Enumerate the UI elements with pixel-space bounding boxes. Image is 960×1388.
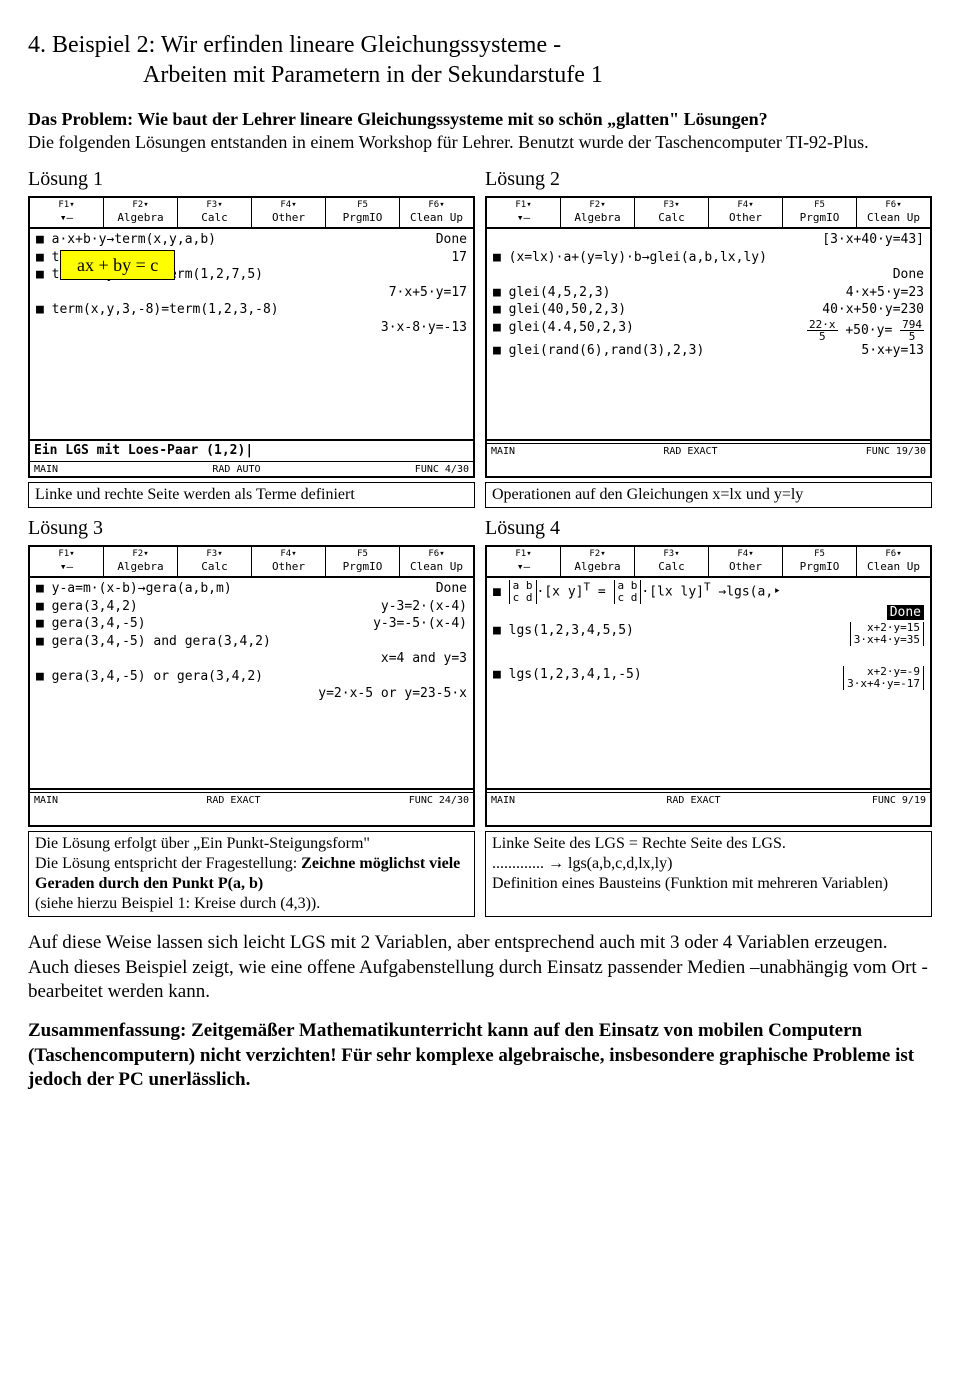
calc-line: y=2·x-5 or y=23-5·x xyxy=(36,685,467,703)
caption-2: Operationen auf den Gleichungen x=lx und… xyxy=(485,482,932,508)
status-left: MAIN xyxy=(34,463,58,477)
calc-line: ■ gera(3,4,-5)y-3=-5·(x-4) xyxy=(36,615,467,633)
menu-tab: F6▾Clean Up xyxy=(400,198,473,227)
loesung2-label: Lösung 2 xyxy=(485,167,932,192)
loesung4-label: Lösung 4 xyxy=(485,516,932,541)
calc-line: ■ gera(3,4,2)y-3=2·(x-4) xyxy=(36,598,467,616)
menu-tab: F2▾Algebra xyxy=(561,547,635,576)
calc-line: ■ a·x+b·y→term(x,y,a,b)Done xyxy=(36,231,467,249)
menu-tab: F4▾Other xyxy=(252,198,326,227)
calc-line: [3·x+40·y=43] xyxy=(493,231,924,249)
menu-tab: F2▾Algebra xyxy=(561,198,635,227)
summary-paragraph: Zusammenfassung: Zeitgemäßer Mathematiku… xyxy=(28,1019,932,1093)
menu-tab: F3▾Calc xyxy=(178,547,252,576)
heading-line2: Arbeiten mit Parametern in der Sekundars… xyxy=(28,60,932,90)
calc-line: 7·x+5·y=17 xyxy=(36,284,467,302)
menu-tab: F6▾Clean Up xyxy=(857,198,930,227)
status-left: MAIN xyxy=(491,794,515,808)
calc-line: ■ glei(4,5,2,3)4·x+5·y=23 xyxy=(493,284,924,302)
menu-tab: F6▾Clean Up xyxy=(857,547,930,576)
section-heading: 4. Beispiel 2: Wir erfinden lineare Glei… xyxy=(28,30,932,90)
heading-line1: 4. Beispiel 2: Wir erfinden lineare Glei… xyxy=(28,30,932,60)
menu-tab: F3▾Calc xyxy=(635,198,709,227)
calc-screenshot-2: F1▾▾—F2▾AlgebraF3▾CalcF4▾OtherF5PrgmIOF6… xyxy=(485,196,932,478)
calc-line: Done xyxy=(493,266,924,284)
status-left: MAIN xyxy=(34,794,58,808)
caption-4: Linke Seite des LGS = Rechte Seite des L… xyxy=(485,831,932,917)
loesung1-label: Lösung 1 xyxy=(28,167,475,192)
menu-tab: F5PrgmIO xyxy=(783,198,857,227)
menu-tab: F4▾Other xyxy=(709,547,783,576)
status-mid: RAD EXACT xyxy=(666,794,720,808)
menu-tab: F6▾Clean Up xyxy=(400,547,473,576)
solution-row-1: Lösung 1 F1▾▾—F2▾AlgebraF3▾CalcF4▾OtherF… xyxy=(28,159,932,478)
calc-line: ■ gera(3,4,-5) and gera(3,4,2) xyxy=(36,633,467,651)
calc-line: ■ glei(40,50,2,3)40·x+50·y=230 xyxy=(493,301,924,319)
paragraph-conclusion: Auf diese Weise lassen sich leicht LGS m… xyxy=(28,931,932,1005)
menu-tab: F1▾▾— xyxy=(30,547,104,576)
calc-screenshot-4: F1▾▾—F2▾AlgebraF3▾CalcF4▾OtherF5PrgmIOF6… xyxy=(485,545,932,827)
menu-tab: F4▾Other xyxy=(709,198,783,227)
calc-line: ■ glei(rand(6),rand(3),2,3)5·x+y=13 xyxy=(493,342,924,360)
menu-tab: F5PrgmIO xyxy=(783,547,857,576)
caption-3: Die Lösung erfolgt über „Ein Punkt-Steig… xyxy=(28,831,475,917)
menu-tab: F4▾Other xyxy=(252,547,326,576)
menu-tab: F5PrgmIO xyxy=(326,198,400,227)
caption-row-1: Linke und rechte Seite werden als Terme … xyxy=(28,482,932,508)
calc-line: ■ (x=lx)·a+(y=ly)·b→glei(a,b,lx,ly) xyxy=(493,249,924,267)
status-left: MAIN xyxy=(491,445,515,459)
menu-tab: F1▾▾— xyxy=(487,198,561,227)
calc-line: ■ term(x,y,3,-8)=term(1,2,3,-8) xyxy=(36,301,467,319)
calc-screenshot-1: F1▾▾—F2▾AlgebraF3▾CalcF4▾OtherF5PrgmIOF6… xyxy=(28,196,475,478)
intro-paragraph: Das Problem: Wie baut der Lehrer lineare… xyxy=(28,108,932,153)
status-mid: RAD EXACT xyxy=(663,445,717,459)
menu-tab: F1▾▾— xyxy=(30,198,104,227)
menu-tab: F3▾Calc xyxy=(178,198,252,227)
loesung3-label: Lösung 3 xyxy=(28,516,475,541)
menu-tab: F2▾Algebra xyxy=(104,547,178,576)
highlight-formula: ax + by = c xyxy=(60,250,175,280)
entry-line: Ein LGS mit Loes-Paar (1,2)| xyxy=(30,439,473,461)
status-right: FUNC 4/30 xyxy=(415,463,469,477)
menu-tab: F2▾Algebra xyxy=(104,198,178,227)
calc-line: ■ gera(3,4,-5) or gera(3,4,2) xyxy=(36,668,467,686)
status-mid: RAD AUTO xyxy=(212,463,260,477)
menu-tab: F5PrgmIO xyxy=(326,547,400,576)
intro-text: Die folgenden Lösungen entstanden in ein… xyxy=(28,132,869,152)
status-mid: RAD EXACT xyxy=(206,794,260,808)
calc-line: ■ glei(4.4,50,2,3)22·x5 +50·y= 7945 xyxy=(493,319,924,342)
calc-screenshot-3: F1▾▾—F2▾AlgebraF3▾CalcF4▾OtherF5PrgmIOF6… xyxy=(28,545,475,827)
calc-line: 3·x-8·y=-13 xyxy=(36,319,467,337)
calc-line: x=4 and y=3 xyxy=(36,650,467,668)
menu-tab: F1▾▾— xyxy=(487,547,561,576)
caption-row-2: Die Lösung erfolgt über „Ein Punkt-Steig… xyxy=(28,831,932,917)
status-right: FUNC 9/19 xyxy=(872,794,926,808)
caption-1: Linke und rechte Seite werden als Terme … xyxy=(28,482,475,508)
menu-tab: F3▾Calc xyxy=(635,547,709,576)
status-right: FUNC 24/30 xyxy=(409,794,469,808)
status-right: FUNC 19/30 xyxy=(866,445,926,459)
intro-bold: Das Problem: Wie baut der Lehrer lineare… xyxy=(28,109,768,129)
calc-line: ■ y-a=m·(x-b)→gera(a,b,m)Done xyxy=(36,580,467,598)
solution-row-2: Lösung 3 F1▾▾—F2▾AlgebraF3▾CalcF4▾OtherF… xyxy=(28,508,932,827)
